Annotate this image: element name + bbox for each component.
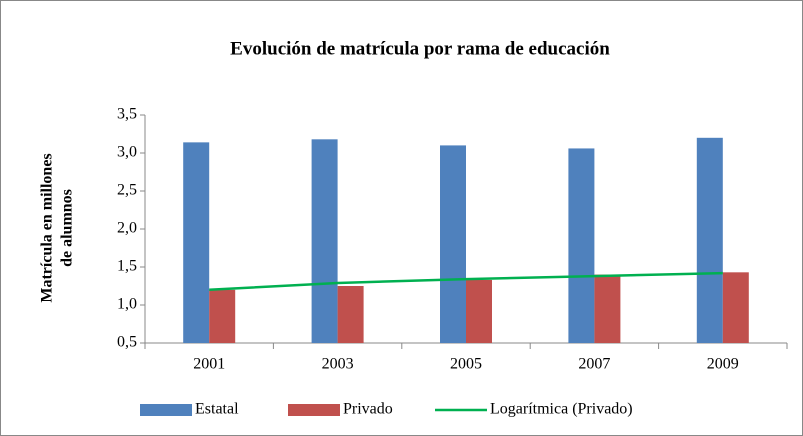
bar (722, 272, 749, 343)
x-tick-label: 2007 (578, 356, 610, 373)
bar (466, 279, 492, 343)
legend-label: Logarítmica (Privado) (490, 401, 633, 418)
y-tick-label: 3,5 (117, 106, 137, 123)
bar (568, 148, 595, 343)
x-tick-label: 2003 (322, 356, 354, 373)
legend-label: Estatal (195, 401, 239, 418)
bar (594, 274, 621, 343)
y-tick-label: 1,5 (117, 258, 137, 275)
y-axis-label: Matrícula en millones (39, 153, 56, 302)
bar (696, 137, 723, 343)
legend-swatch (140, 404, 192, 416)
x-tick-label: 2005 (450, 356, 482, 373)
bar (440, 145, 466, 343)
bar (209, 289, 236, 343)
y-tick-label: 2,5 (117, 182, 137, 199)
y-tick-label: 1,0 (117, 296, 137, 313)
y-tick-label: 3,0 (117, 144, 137, 161)
legend-label: Privado (343, 401, 393, 418)
bar (337, 286, 364, 343)
x-tick-label: 2009 (707, 356, 739, 373)
chart-title: Evolución de matrícula por rama de educa… (230, 38, 610, 59)
legend-swatch (288, 404, 340, 416)
trend-line (209, 271, 723, 292)
x-tick-label: 2001 (193, 356, 225, 373)
bar (311, 139, 338, 343)
y-axis-label: de alumnos (59, 189, 76, 267)
bar (183, 142, 210, 343)
y-tick-label: 2,0 (117, 220, 137, 237)
y-tick-label: 0,5 (117, 334, 137, 351)
